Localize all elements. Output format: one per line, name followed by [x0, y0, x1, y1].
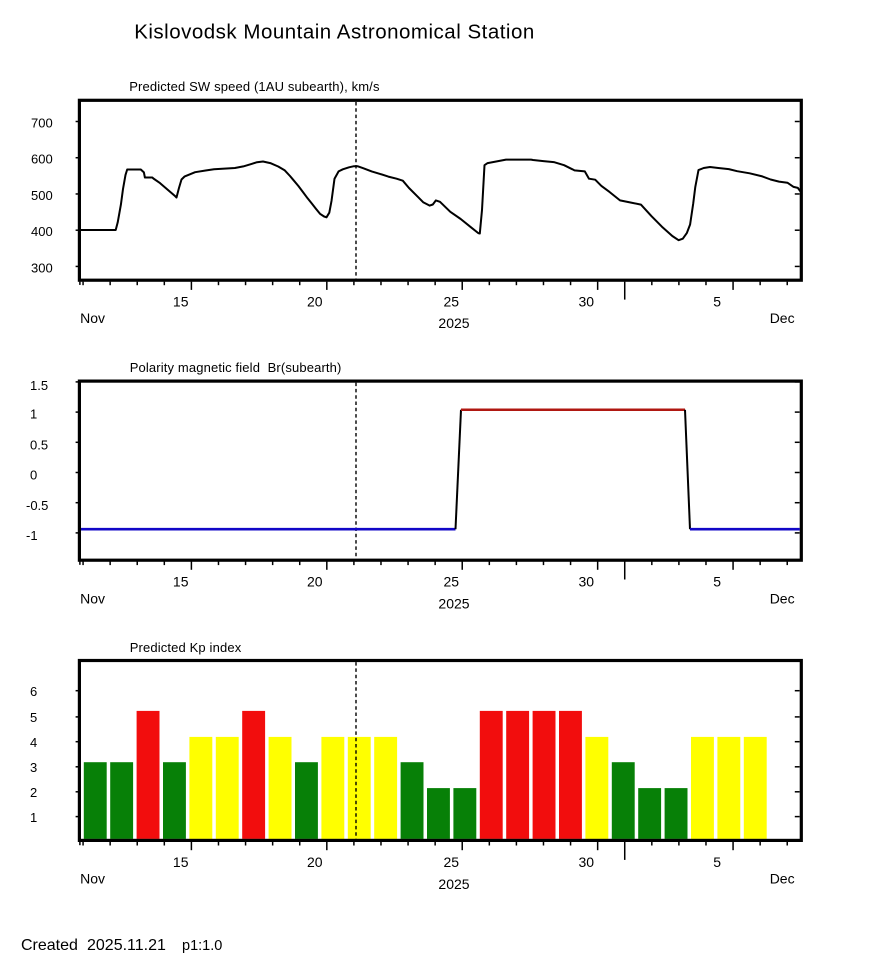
svg-text:-1: -1 — [26, 528, 38, 543]
svg-text:Nov: Nov — [80, 590, 105, 606]
svg-text:700: 700 — [31, 115, 53, 130]
svg-text:15: 15 — [173, 854, 189, 870]
svg-text:3: 3 — [30, 760, 37, 775]
svg-text:2025: 2025 — [438, 315, 469, 331]
svg-text:-0.5: -0.5 — [26, 498, 48, 513]
svg-text:600: 600 — [31, 152, 53, 167]
svg-text:5: 5 — [713, 574, 721, 590]
svg-text:0.5: 0.5 — [30, 437, 48, 452]
svg-text:15: 15 — [173, 293, 189, 309]
svg-text:5: 5 — [30, 710, 37, 725]
svg-text:2025: 2025 — [438, 596, 469, 612]
svg-text:2: 2 — [30, 785, 37, 800]
svg-text:Polarity magnetic field Br(su: Polarity magnetic field Br(subearth) — [130, 360, 342, 375]
svg-text:p1:1.0: p1:1.0 — [182, 938, 222, 954]
svg-text:Nov: Nov — [80, 310, 105, 326]
svg-text:25: 25 — [444, 293, 460, 309]
svg-text:4: 4 — [30, 735, 37, 750]
svg-text:2025: 2025 — [438, 876, 469, 892]
svg-text:25: 25 — [444, 574, 460, 590]
svg-text:Nov: Nov — [80, 871, 105, 887]
svg-text:1: 1 — [30, 810, 37, 825]
svg-text:400: 400 — [31, 224, 53, 239]
svg-text:2025.11.21: 2025.11.21 — [87, 937, 166, 954]
svg-text:Predicted Kp index: Predicted Kp index — [130, 640, 242, 655]
svg-text:300: 300 — [31, 260, 53, 275]
svg-text:0: 0 — [30, 468, 37, 483]
svg-text:Predicted SW speed (1AU subear: Predicted SW speed (1AU subearth), km/s — [129, 79, 380, 94]
svg-text:Dec: Dec — [770, 871, 795, 887]
svg-text:15: 15 — [173, 574, 189, 590]
svg-text:500: 500 — [31, 188, 53, 203]
svg-text:Created: Created — [21, 937, 78, 954]
svg-text:30: 30 — [579, 574, 595, 590]
svg-text:Dec: Dec — [770, 590, 795, 606]
svg-text:30: 30 — [579, 854, 595, 870]
svg-text:20: 20 — [307, 854, 323, 870]
svg-text:30: 30 — [579, 293, 595, 309]
svg-text:5: 5 — [713, 293, 721, 309]
svg-text:20: 20 — [307, 293, 323, 309]
svg-text:20: 20 — [307, 574, 323, 590]
svg-text:6: 6 — [30, 684, 37, 699]
svg-text:5: 5 — [713, 854, 721, 870]
svg-text:1: 1 — [30, 406, 37, 421]
svg-text:25: 25 — [444, 854, 460, 870]
svg-text:Kislovodsk Mountain Astronomic: Kislovodsk Mountain Astronomical Station — [134, 21, 535, 44]
svg-text:Dec: Dec — [770, 310, 795, 326]
svg-text:1.5: 1.5 — [30, 378, 48, 393]
